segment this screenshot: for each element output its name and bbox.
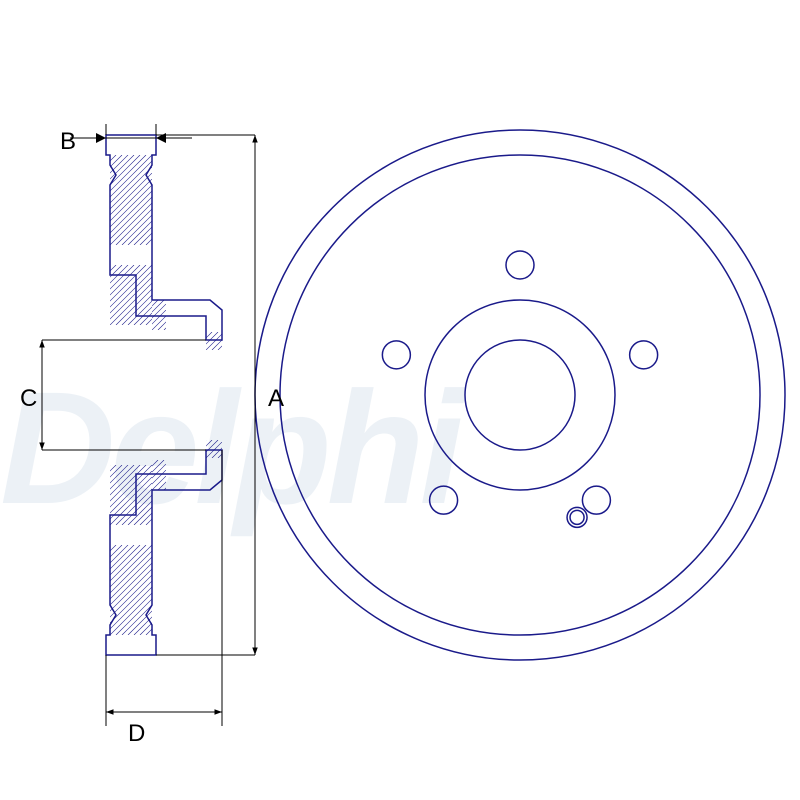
dim-label-a: A	[268, 385, 284, 413]
dim-label-d: D	[128, 720, 145, 748]
dim-label-c: C	[20, 385, 37, 413]
technical-drawing	[0, 0, 800, 800]
dim-label-b: B	[60, 128, 76, 156]
